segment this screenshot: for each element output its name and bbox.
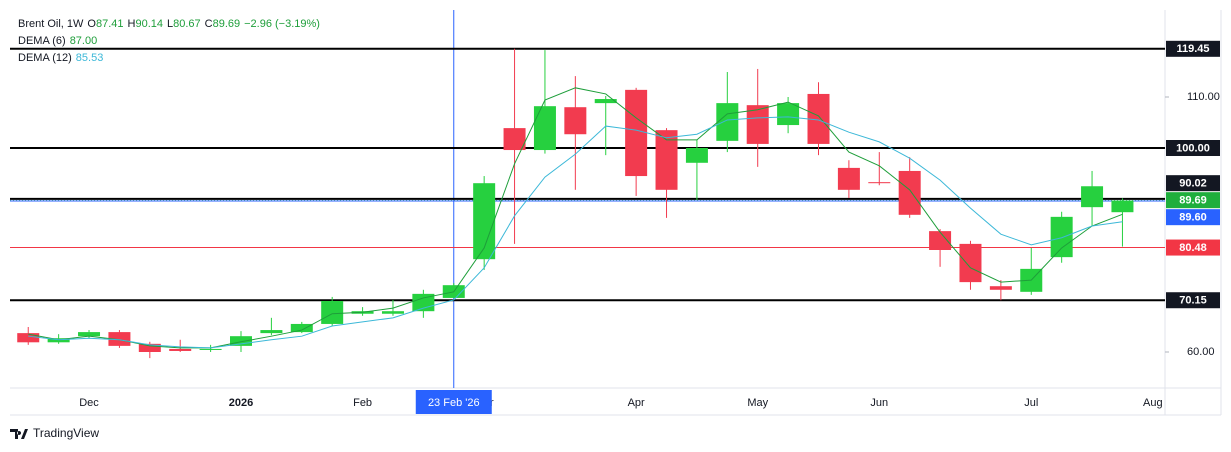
x-tick-label: Aug (1143, 397, 1163, 409)
candle-body (169, 348, 192, 351)
indicator-line (28, 116, 1123, 349)
candle-body (1081, 186, 1104, 208)
level-label: 89.60 (1179, 212, 1207, 224)
x-tick-label: Feb (353, 397, 372, 409)
candle-body (594, 99, 617, 104)
brand: TradingView (33, 426, 99, 440)
candle-body (321, 300, 344, 324)
candle-body (533, 106, 556, 151)
level-label: 90.02 (1179, 178, 1207, 190)
x-tick-label: Dec (79, 397, 99, 409)
ohlc-key: C (205, 18, 213, 30)
candle-body (47, 338, 70, 343)
candle-body (868, 182, 891, 184)
symbol-title: Brent Oil, 1W (18, 18, 84, 30)
y-tick-label: 110.00 (1187, 91, 1220, 103)
crosshair-time-label-bg (415, 390, 492, 414)
candle-body (959, 243, 982, 283)
ohlc-key: O (87, 18, 96, 30)
level-label-bg (1166, 192, 1220, 209)
candle-body (503, 128, 526, 151)
legend-name: DEMA (12) (18, 52, 72, 64)
y-tick-label: 60.00 (1187, 346, 1215, 358)
candle-body (108, 332, 131, 346)
candle-body (473, 183, 496, 260)
level-label: 100.00 (1176, 142, 1210, 154)
candle-body (1111, 200, 1134, 213)
x-tick-label: Jul (1024, 397, 1038, 409)
level-label-bg (1166, 292, 1220, 309)
legend-name: DEMA (6) (18, 35, 66, 47)
candle-body (746, 105, 769, 144)
ohlc-key: L (167, 18, 173, 30)
candle-body (655, 130, 678, 190)
level-label-bg (1166, 239, 1220, 256)
candle-body (1050, 216, 1073, 258)
x-tick-label: May (747, 397, 768, 409)
candle-body (290, 323, 313, 333)
candle-body (138, 343, 161, 352)
candle-body (625, 89, 648, 177)
tradingview-logo (10, 429, 28, 439)
level-label-bg (1166, 175, 1220, 192)
x-tick-label: 2026 (229, 397, 253, 409)
level-label-bg (1166, 140, 1220, 157)
level-label: 89.69 (1179, 195, 1207, 207)
candle-body (837, 167, 860, 190)
level-label-bg (1166, 209, 1220, 226)
candle-body (381, 311, 404, 314)
candle-body (260, 330, 283, 334)
crosshair-time-label: 23 Feb '26 (428, 397, 480, 409)
change: −2.96 (−3.19%) (244, 18, 320, 30)
candle-body (716, 103, 739, 141)
candle-body (230, 336, 252, 346)
ohlc-value: 80.67 (173, 18, 201, 30)
candle-body (929, 231, 952, 250)
level-label: 70.15 (1179, 295, 1207, 307)
ohlc-key: H (128, 18, 136, 30)
x-tick-label: Apr (628, 397, 645, 409)
x-tick-label: Jun (870, 397, 888, 409)
level-label-bg (1166, 40, 1220, 57)
candle-body (898, 170, 921, 215)
candle-body (17, 333, 40, 343)
ohlc-value: 87.41 (96, 18, 124, 30)
ohlc-value: 89.69 (213, 18, 241, 30)
candle-body (807, 93, 830, 144)
header: Brent Oil, 1W O87.41 H90.14 L80.67 C89.69 −2.… (18, 18, 320, 30)
level-label: 80.48 (1179, 242, 1207, 254)
candle-body (777, 103, 800, 126)
ohlc-value: 90.14 (135, 18, 163, 30)
legend-entry: DEMA (12) 85.53 (18, 52, 103, 64)
legend-value: 87.00 (70, 35, 98, 47)
candle-body (199, 348, 222, 350)
candle-body (685, 148, 708, 163)
legend-entry: DEMA (6) 87.00 (18, 35, 97, 47)
candle-body (989, 286, 1012, 290)
candle-body (564, 107, 587, 135)
legend-value: 85.53 (76, 52, 104, 64)
level-label: 119.45 (1176, 43, 1209, 55)
candle-body (78, 332, 101, 337)
